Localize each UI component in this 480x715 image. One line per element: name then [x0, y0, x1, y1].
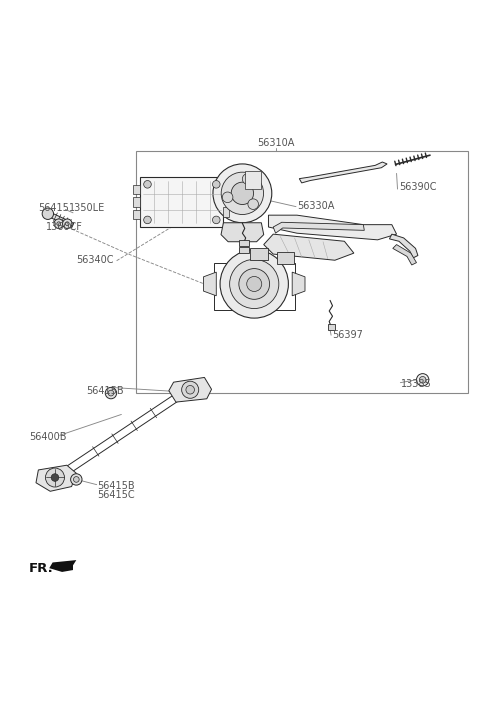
Circle shape [239, 269, 270, 300]
Text: 13385: 13385 [401, 379, 432, 388]
Circle shape [229, 260, 279, 309]
Polygon shape [393, 245, 417, 265]
Polygon shape [204, 272, 216, 296]
Circle shape [71, 474, 82, 485]
Bar [136, 151, 468, 393]
Circle shape [420, 377, 426, 383]
Circle shape [105, 388, 117, 399]
Circle shape [221, 172, 264, 214]
Polygon shape [223, 187, 229, 197]
Text: 56330A: 56330A [297, 201, 334, 211]
Polygon shape [47, 212, 74, 227]
Text: 1350LE: 1350LE [69, 203, 106, 213]
Polygon shape [133, 185, 140, 194]
Text: 56415B: 56415B [86, 385, 123, 395]
Circle shape [144, 180, 151, 188]
Text: 56415C: 56415C [97, 490, 135, 500]
Circle shape [247, 277, 262, 292]
Circle shape [42, 208, 54, 220]
Polygon shape [268, 215, 396, 240]
Circle shape [108, 390, 114, 396]
Circle shape [231, 182, 253, 204]
Circle shape [220, 250, 288, 318]
Polygon shape [300, 162, 387, 183]
Circle shape [46, 468, 64, 487]
Polygon shape [133, 197, 140, 207]
Circle shape [57, 222, 60, 226]
Circle shape [213, 180, 220, 188]
Polygon shape [140, 177, 223, 227]
Circle shape [54, 219, 63, 229]
Text: 56415: 56415 [38, 203, 69, 213]
Polygon shape [133, 209, 140, 220]
Polygon shape [389, 234, 418, 258]
Polygon shape [251, 248, 267, 260]
Polygon shape [223, 207, 229, 217]
Polygon shape [276, 252, 294, 264]
Polygon shape [169, 378, 212, 402]
Polygon shape [36, 465, 76, 491]
Circle shape [248, 199, 259, 209]
Text: 56310A: 56310A [257, 137, 294, 147]
Polygon shape [239, 240, 249, 246]
Circle shape [417, 374, 429, 386]
Polygon shape [239, 247, 249, 253]
Polygon shape [328, 325, 335, 330]
Circle shape [213, 216, 220, 224]
Text: 56390C: 56390C [399, 182, 436, 192]
Circle shape [62, 219, 72, 229]
Text: FR.: FR. [29, 562, 54, 575]
Text: 56415B: 56415B [97, 480, 135, 490]
Text: 1360CF: 1360CF [46, 222, 83, 232]
Text: 56400B: 56400B [29, 432, 66, 442]
Circle shape [144, 216, 151, 224]
Circle shape [242, 174, 253, 184]
Polygon shape [273, 222, 364, 233]
Circle shape [186, 385, 194, 394]
Circle shape [213, 164, 272, 223]
Polygon shape [245, 171, 261, 189]
Circle shape [51, 474, 59, 481]
Polygon shape [221, 223, 264, 242]
Polygon shape [292, 272, 305, 296]
Circle shape [181, 381, 199, 398]
Text: 56340C: 56340C [76, 255, 114, 265]
Polygon shape [49, 560, 76, 572]
Circle shape [73, 477, 79, 483]
Polygon shape [264, 234, 354, 260]
Text: 56397: 56397 [333, 330, 363, 340]
Circle shape [65, 222, 69, 226]
Circle shape [222, 192, 233, 202]
